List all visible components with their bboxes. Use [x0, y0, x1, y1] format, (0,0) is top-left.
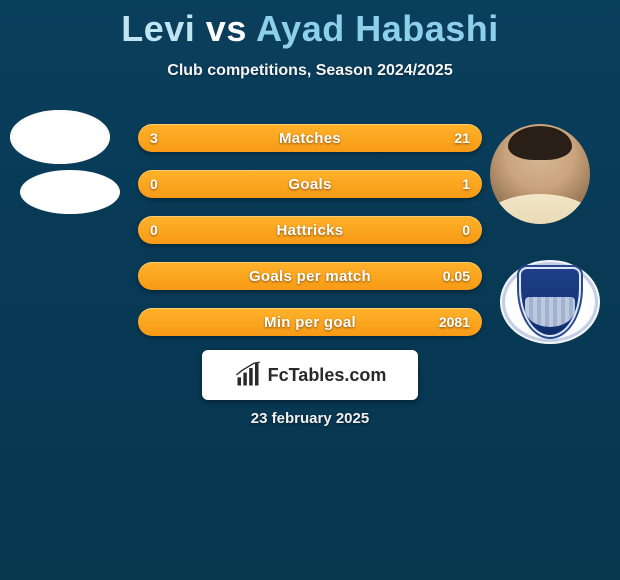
stat-right-value: 2081	[439, 308, 470, 336]
stat-bar-matches: 3 Matches 21	[138, 124, 482, 152]
stat-label: Matches	[279, 130, 341, 147]
fctables-watermark: FcTables.com	[202, 350, 418, 400]
stat-left-value: 0	[150, 216, 158, 244]
stat-right-value: 0.05	[443, 262, 470, 290]
stat-bar-goals-per-match: Goals per match 0.05	[138, 262, 482, 290]
stat-label: Goals	[288, 176, 331, 193]
snapshot-date: 23 february 2025	[0, 410, 620, 427]
watermark-text: FcTables.com	[268, 365, 387, 386]
stat-left-value: 3	[150, 124, 158, 152]
player2-club-badge	[500, 260, 600, 344]
player1-avatar-placeholder	[10, 110, 110, 164]
stat-label: Hattricks	[277, 222, 344, 239]
stat-bar-goals: 0 Goals 1	[138, 170, 482, 198]
player1-club-placeholder	[20, 170, 120, 214]
stat-right-value: 21	[454, 124, 470, 152]
stat-bar-min-per-goal: Min per goal 2081	[138, 308, 482, 336]
stat-bar-hattricks: 0 Hattricks 0	[138, 216, 482, 244]
subtitle: Club competitions, Season 2024/2025	[0, 62, 620, 80]
bar-chart-icon	[234, 361, 262, 389]
player2-avatar	[490, 124, 590, 224]
stats-bars: 3 Matches 21 0 Goals 1 0 Hattricks 0 Goa…	[138, 124, 482, 354]
player1-name: Levi	[121, 8, 195, 49]
stat-label: Min per goal	[264, 314, 356, 331]
stat-left-value: 0	[150, 170, 158, 198]
stat-label: Goals per match	[249, 268, 371, 285]
player2-name: Ayad Habashi	[256, 8, 499, 49]
comparison-title: Levi vs Ayad Habashi	[0, 0, 620, 50]
vs-separator: vs	[206, 8, 247, 49]
stat-right-value: 0	[462, 216, 470, 244]
stat-right-value: 1	[462, 170, 470, 198]
